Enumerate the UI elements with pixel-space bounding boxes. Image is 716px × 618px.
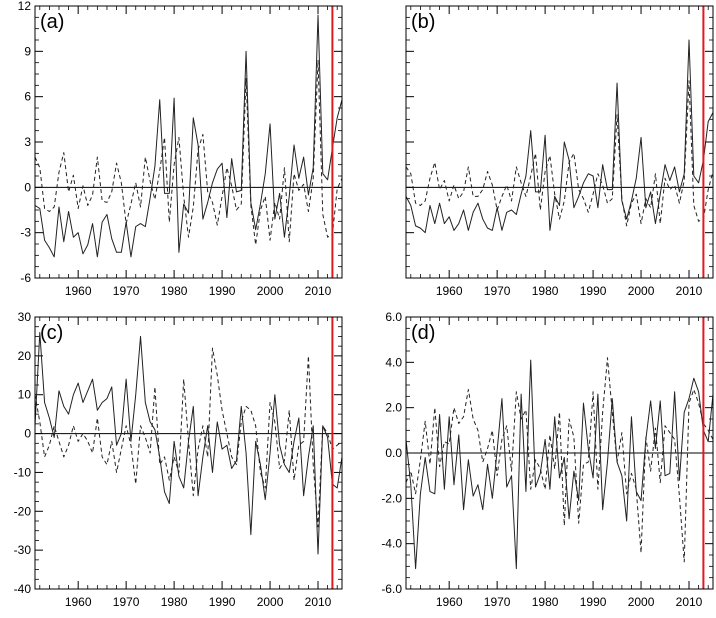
y-tick-label: 0 (24, 427, 31, 441)
y-tick-label: 0.0 (385, 446, 402, 460)
series-dashed-line (35, 59, 342, 246)
x-tick-label: 2000 (628, 284, 655, 298)
panel-label: (d) (411, 322, 435, 344)
y-tick-label: 6.0 (385, 310, 402, 324)
x-tick-label: 2000 (628, 595, 655, 609)
x-tick-label: 1980 (161, 284, 188, 298)
x-tick-label: 2000 (257, 595, 284, 609)
plot-frame (405, 5, 714, 279)
x-tick-label: 2010 (676, 284, 703, 298)
x-tick-label: 1960 (436, 595, 463, 609)
panel-1: 196019701980199020002010-200-10001002003… (405, 5, 714, 298)
panel-label: (b) (411, 11, 435, 33)
x-tick-label: 2010 (305, 284, 332, 298)
y-tick-label: 6 (24, 90, 31, 104)
x-tick-label: 1990 (580, 284, 607, 298)
panel-3: 1960 1970 1980 1990 2000 2010 -6.0 -4.0 -2.0 0.0 2… (381, 310, 714, 609)
plot-frame (34, 316, 343, 590)
y-tick-label: 2.0 (385, 401, 402, 415)
x-tick-label: 1970 (484, 284, 511, 298)
y-tick-label: 30 (18, 310, 32, 324)
plot-frame (34, 5, 343, 279)
x-tick-label: 1990 (580, 595, 607, 609)
x-tick-label: 1980 (532, 284, 559, 298)
y-tick-label: -3 (20, 226, 31, 240)
series-solid-line (406, 359, 713, 570)
series-solid-line (35, 332, 342, 555)
x-tick-label: 1960 (65, 284, 92, 298)
y-tick-label: -40 (14, 582, 32, 596)
series-dashed-line (35, 347, 342, 528)
y-tick-label: 10 (18, 388, 32, 402)
series-solid-line (35, 14, 342, 258)
y-tick-label: -2.0 (381, 491, 402, 505)
x-tick-label: 1990 (209, 284, 236, 298)
plot-frame (405, 316, 714, 590)
x-tick-label: 1990 (209, 595, 236, 609)
panel-0: 1960 1970 1980 1990 2000 2010 -6 -3 0 3 6 9 12 (a) (18, 0, 343, 298)
y-tick-label: 12 (18, 0, 32, 13)
series-dashed-line (406, 80, 713, 227)
y-tick-label: -6.0 (381, 582, 402, 596)
y-tick-label: 9 (24, 44, 31, 58)
x-tick-label: 1980 (161, 595, 188, 609)
x-tick-label: 1980 (532, 595, 559, 609)
y-tick-label: 0 (24, 180, 31, 194)
y-tick-label: -6 (20, 271, 31, 285)
x-tick-label: 1960 (65, 595, 92, 609)
x-tick-label: 2000 (257, 284, 284, 298)
x-tick-label: 2010 (676, 595, 703, 609)
x-tick-label: 1970 (113, 284, 140, 298)
y-tick-label: -20 (14, 504, 32, 518)
x-tick-label: 2010 (305, 595, 332, 609)
y-tick-label: -4.0 (381, 537, 402, 551)
series-dashed-line (406, 357, 713, 563)
panel-2: 1960 1970 1980 1990 2000 2010 -40 -30 -20 -10 0 10 2… (14, 310, 343, 609)
y-tick-label: -10 (14, 465, 32, 479)
y-tick-label: 20 (18, 349, 32, 363)
panel-label: (c) (40, 322, 63, 344)
y-tick-label: -30 (14, 543, 32, 557)
x-tick-label: 1970 (113, 595, 140, 609)
x-tick-label: 1970 (484, 595, 511, 609)
x-tick-label: 1960 (436, 284, 463, 298)
series-solid-line (406, 39, 713, 234)
y-tick-label: 4.0 (385, 355, 402, 369)
y-tick-label: 3 (24, 135, 31, 149)
panel-label: (a) (40, 11, 64, 33)
